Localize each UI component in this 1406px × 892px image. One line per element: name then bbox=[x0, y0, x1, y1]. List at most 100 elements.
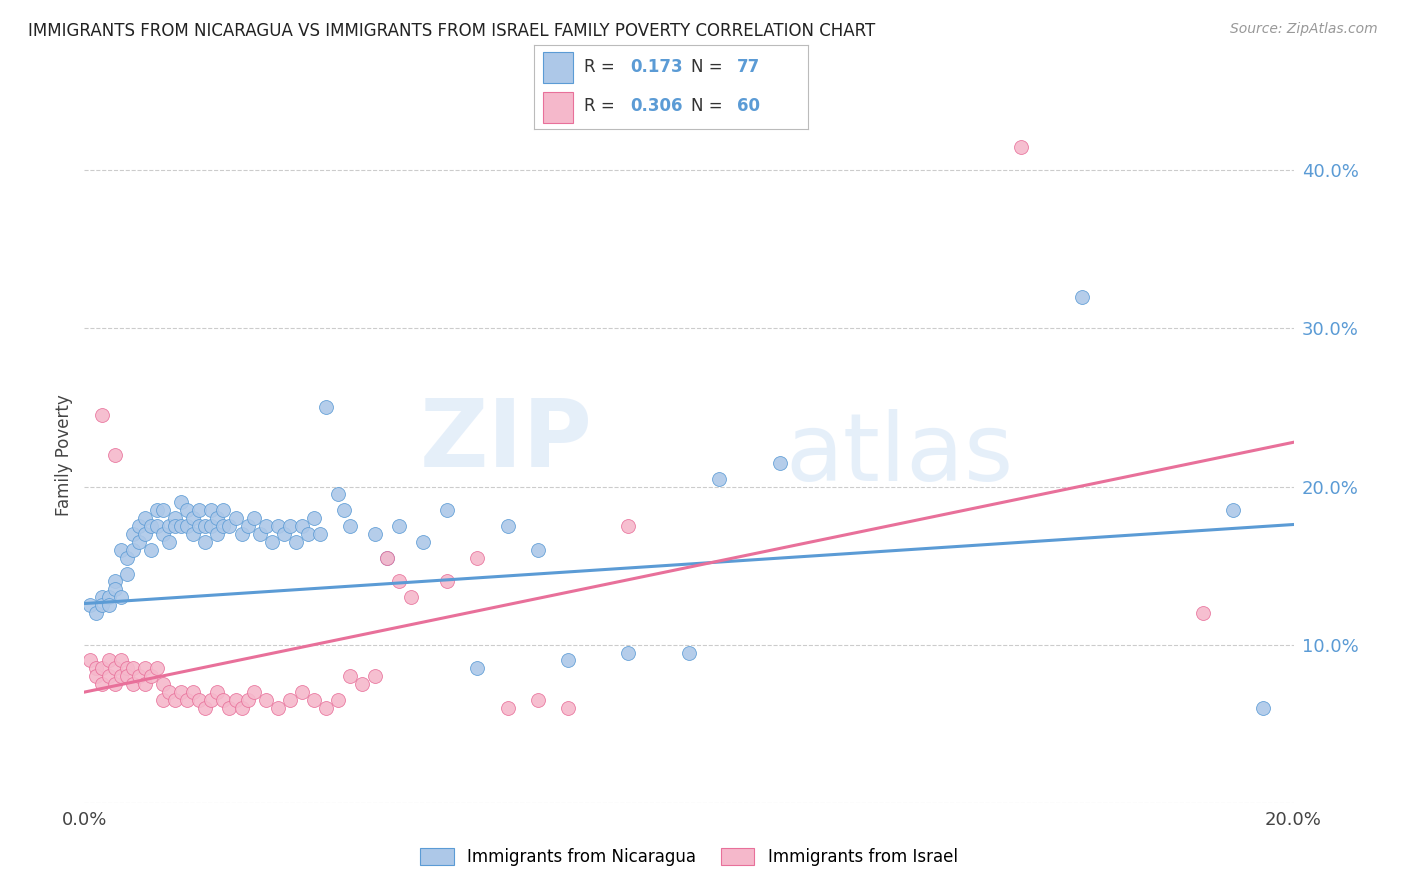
Point bbox=[231, 701, 253, 715]
Text: 0.306: 0.306 bbox=[630, 97, 683, 115]
Point bbox=[165, 511, 187, 525]
Text: 60: 60 bbox=[737, 97, 761, 115]
Point bbox=[236, 693, 259, 707]
Point bbox=[333, 503, 356, 517]
Y-axis label: Family Poverty: Family Poverty bbox=[55, 394, 73, 516]
Point bbox=[617, 519, 640, 533]
Point bbox=[110, 669, 132, 683]
Point bbox=[128, 669, 150, 683]
Point bbox=[134, 527, 156, 541]
Point bbox=[139, 542, 162, 557]
Point bbox=[375, 550, 398, 565]
Point bbox=[297, 527, 319, 541]
Point bbox=[97, 653, 120, 667]
Point bbox=[194, 519, 217, 533]
Point bbox=[278, 519, 301, 533]
Text: R =: R = bbox=[583, 59, 620, 77]
Point bbox=[86, 661, 108, 675]
Point bbox=[152, 677, 174, 691]
Point bbox=[91, 661, 114, 675]
Point bbox=[709, 472, 731, 486]
Point bbox=[496, 701, 519, 715]
Point bbox=[273, 527, 295, 541]
Text: IMMIGRANTS FROM NICARAGUA VS IMMIGRANTS FROM ISRAEL FAMILY POVERTY CORRELATION C: IMMIGRANTS FROM NICARAGUA VS IMMIGRANTS … bbox=[28, 22, 876, 40]
Point bbox=[91, 598, 114, 612]
Point bbox=[291, 519, 314, 533]
Point bbox=[212, 693, 235, 707]
Point bbox=[176, 503, 198, 517]
Point bbox=[121, 542, 143, 557]
Point bbox=[152, 693, 174, 707]
Point bbox=[527, 542, 550, 557]
Text: atlas: atlas bbox=[786, 409, 1014, 501]
Point bbox=[436, 503, 458, 517]
Point bbox=[146, 661, 169, 675]
Point bbox=[249, 527, 271, 541]
Point bbox=[328, 487, 350, 501]
Point bbox=[104, 661, 127, 675]
Point bbox=[1071, 290, 1094, 304]
Point bbox=[388, 519, 411, 533]
Point bbox=[115, 661, 138, 675]
Point bbox=[231, 527, 253, 541]
Point bbox=[152, 503, 174, 517]
Point bbox=[146, 519, 169, 533]
Point bbox=[200, 519, 222, 533]
Point bbox=[678, 646, 700, 660]
Point bbox=[91, 677, 114, 691]
Point bbox=[188, 519, 211, 533]
Point bbox=[170, 685, 193, 699]
Point bbox=[176, 693, 198, 707]
Point bbox=[194, 701, 217, 715]
Point bbox=[97, 591, 120, 605]
Point bbox=[139, 669, 162, 683]
Point bbox=[170, 519, 193, 533]
Point bbox=[218, 701, 240, 715]
Point bbox=[375, 550, 398, 565]
Point bbox=[363, 527, 385, 541]
Text: N =: N = bbox=[690, 97, 727, 115]
Point bbox=[260, 534, 283, 549]
Point bbox=[557, 653, 579, 667]
Point bbox=[86, 606, 108, 620]
Point bbox=[212, 503, 235, 517]
Point bbox=[467, 550, 489, 565]
Point bbox=[363, 669, 385, 683]
Point bbox=[352, 677, 374, 691]
Point bbox=[110, 591, 132, 605]
Point bbox=[291, 685, 314, 699]
Point bbox=[1222, 503, 1244, 517]
Point bbox=[157, 534, 180, 549]
Point bbox=[302, 693, 325, 707]
Point bbox=[104, 574, 127, 589]
Point bbox=[225, 511, 247, 525]
Text: 0.173: 0.173 bbox=[630, 59, 683, 77]
Point bbox=[110, 542, 132, 557]
Point bbox=[121, 527, 143, 541]
Point bbox=[134, 661, 156, 675]
Point bbox=[278, 693, 301, 707]
Point bbox=[97, 669, 120, 683]
Bar bbox=[543, 92, 572, 122]
Point bbox=[769, 456, 792, 470]
Text: R =: R = bbox=[583, 97, 620, 115]
Point bbox=[157, 685, 180, 699]
Point bbox=[128, 534, 150, 549]
Point bbox=[188, 693, 211, 707]
Point bbox=[339, 519, 361, 533]
Point bbox=[157, 519, 180, 533]
Point bbox=[170, 495, 193, 509]
Point bbox=[115, 669, 138, 683]
Point bbox=[104, 448, 127, 462]
Point bbox=[97, 598, 120, 612]
Point bbox=[207, 511, 229, 525]
Point bbox=[181, 685, 204, 699]
Point bbox=[242, 511, 264, 525]
Point bbox=[225, 693, 247, 707]
Point bbox=[115, 550, 138, 565]
Point bbox=[115, 566, 138, 581]
Point bbox=[134, 677, 156, 691]
Point bbox=[200, 693, 222, 707]
Point bbox=[557, 701, 579, 715]
Point bbox=[496, 519, 519, 533]
